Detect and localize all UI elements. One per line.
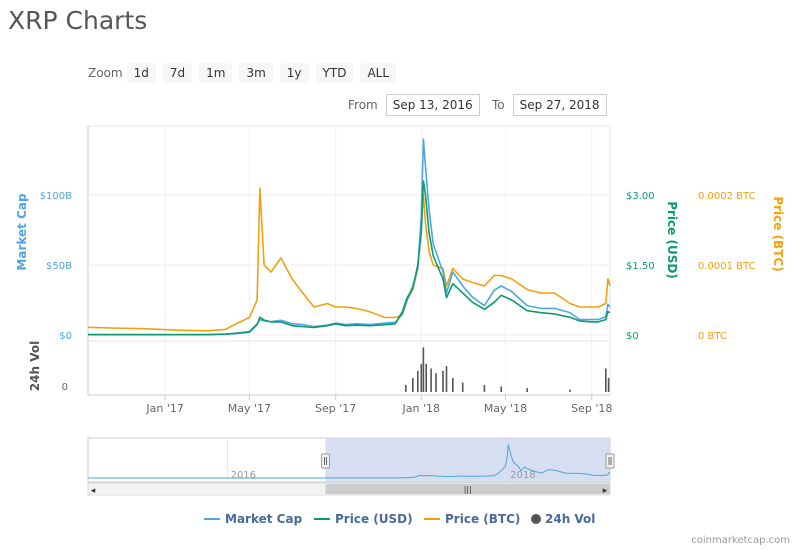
volume-bar [445,366,448,392]
price-btc-tick: 0.0001 BTC [698,261,756,272]
market-cap-tick: $0 [59,331,72,342]
series-line-price-btc [87,187,611,332]
to-date-input[interactable]: Sep 27, 2018 [512,94,607,116]
volume-bar [605,368,607,392]
x-tick-label: Sep '18 [571,402,612,415]
navigator-left-handle[interactable] [320,453,330,469]
volume-bar [526,388,528,392]
price-usd-tick: $1.50 [626,261,655,272]
volume-bar [569,389,571,392]
zoom-1m-button[interactable]: 1m [199,63,233,83]
zoom-bar: Zoom 1d 7d 1m 3m 1y YTD ALL [88,62,403,84]
legend-item[interactable]: 24h Vol [545,512,595,526]
zoom-all-button[interactable]: ALL [360,63,397,83]
legend-item[interactable]: Market Cap [225,512,303,526]
series-line-price-usd [88,180,611,336]
price-usd-tick: $3.00 [626,191,655,202]
to-label: To [492,98,505,112]
x-tick-label: May '17 [228,402,271,415]
zoom-label: Zoom [88,66,123,80]
volume-bar [500,386,502,392]
price-btc-tick: 0 BTC [698,331,727,342]
x-tick-label: Jan '17 [145,402,183,415]
price-usd-axis-title: Price (USD) [665,201,679,279]
price-usd-tick: $0 [626,331,639,342]
zoom-7d-button[interactable]: 7d [162,63,193,83]
volume-bar [425,363,427,392]
navigator-right-handle[interactable] [605,453,615,469]
volume-bar [442,370,444,393]
range-to: To Sep 27, 2018 [492,94,607,116]
price-btc-axis-title: Price (BTC) [771,196,785,271]
volume-bar [412,377,414,392]
zoom-ytd-button[interactable]: YTD [315,63,354,83]
volume-bar [430,368,432,392]
legend-item[interactable]: Price (BTC) [445,512,520,526]
market-cap-tick: $50B [46,261,72,272]
volume-bar [483,384,486,392]
zoom-1y-button[interactable]: 1y [279,63,309,83]
from-date-input[interactable]: Sep 13, 2016 [385,94,480,116]
volume-bar [422,347,425,392]
market-cap-axis-title: Market Cap [15,193,29,271]
zoom-3m-button[interactable]: 3m [239,63,273,83]
navigator-selection [325,438,610,482]
watermark[interactable]: coinmarketcap.com [691,535,790,546]
x-tick-label: May '18 [484,402,527,415]
scroll-left-icon[interactable]: ◂ [91,486,96,496]
navigator-series-line [88,444,611,479]
volume-axis-title: 24h Vol [28,341,42,391]
page-title: XRP Charts [8,6,148,35]
volume-bar [461,382,464,392]
x-tick-label: Jan '18 [402,402,440,415]
volume-tick: 0 [62,382,68,393]
volume-bar [420,363,423,392]
series-line-market-cap [88,138,611,336]
legend-item[interactable]: Price (USD) [335,512,413,526]
navigator-label: 2018 [510,470,535,481]
range-from: From Sep 13, 2016 [348,94,480,116]
market-cap-tick: $100B [40,191,72,202]
scrollbar-grip: ||| [464,485,472,494]
volume-bar [405,384,407,392]
navigator-label: 2016 [231,470,256,481]
scroll-right-icon[interactable]: ▸ [603,486,608,496]
volume-bar [417,370,419,393]
zoom-1d-button[interactable]: 1d [126,63,156,83]
volume-bar [607,377,610,392]
scrollbar-thumb[interactable] [325,484,610,494]
x-tick-label: Sep '17 [315,402,356,415]
volume-bar [452,377,454,392]
from-label: From [348,98,378,112]
price-btc-tick: 0.0002 BTC [698,191,756,202]
legend-dot-icon [531,514,541,524]
volume-bar [435,373,437,392]
